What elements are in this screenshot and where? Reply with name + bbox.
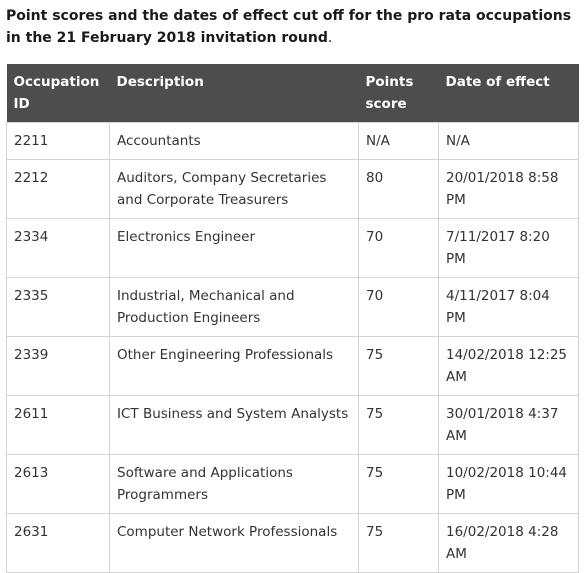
cell-points-score: 80 <box>358 159 439 219</box>
cell-description: Industrial, Mechanical and Production En… <box>109 277 359 337</box>
cell-points-score: 75 <box>358 395 439 455</box>
cell-occupation-id: 2613 <box>6 454 110 514</box>
table-row: 2211 Accountants N/A N/A <box>6 122 579 160</box>
table-row: 2212 Auditors, Company Secretaries and C… <box>6 159 579 219</box>
header-occupation-id: Occupation ID <box>6 64 110 123</box>
table-row: 2339 Other Engineering Professionals 75 … <box>6 336 579 396</box>
table-row: 2631 Computer Network Professionals 75 1… <box>6 513 579 573</box>
cell-points-score: 75 <box>358 454 439 514</box>
cell-description: Accountants <box>109 122 359 160</box>
occupations-table: Occupation ID Description Points score D… <box>6 64 579 573</box>
cell-date-of-effect: 16/02/2018 4:28 AM <box>438 513 579 573</box>
cell-description: Electronics Engineer <box>109 218 359 278</box>
caption-period: . <box>327 30 333 46</box>
table-row: 2611 ICT Business and System Analysts 75… <box>6 395 579 455</box>
cell-occupation-id: 2334 <box>6 218 110 278</box>
header-points-score: Points score <box>358 64 439 123</box>
cell-description: ICT Business and System Analysts <box>109 395 359 455</box>
cell-description: Software and Applications Programmers <box>109 454 359 514</box>
cell-date-of-effect: N/A <box>438 122 579 160</box>
table-header-row: Occupation ID Description Points score D… <box>6 64 579 123</box>
cell-description: Other Engineering Professionals <box>109 336 359 396</box>
table-row: 2335 Industrial, Mechanical and Producti… <box>6 277 579 337</box>
cell-date-of-effect: 20/01/2018 8:58 PM <box>438 159 579 219</box>
cell-date-of-effect: 30/01/2018 4:37 AM <box>438 395 579 455</box>
caption-text: Point scores and the dates of effect cut… <box>6 8 572 46</box>
cell-date-of-effect: 7/11/2017 8:20 PM <box>438 218 579 278</box>
cell-date-of-effect: 14/02/2018 12:25 AM <box>438 336 579 396</box>
cell-date-of-effect: 4/11/2017 8:04 PM <box>438 277 579 337</box>
cell-points-score: 70 <box>358 277 439 337</box>
cell-points-score: 75 <box>358 513 439 573</box>
cell-occupation-id: 2631 <box>6 513 110 573</box>
table-row: 2334 Electronics Engineer 70 7/11/2017 8… <box>6 218 579 278</box>
header-date-of-effect: Date of effect <box>438 64 579 123</box>
cell-occupation-id: 2212 <box>6 159 110 219</box>
cell-occupation-id: 2339 <box>6 336 110 396</box>
cell-description: Computer Network Professionals <box>109 513 359 573</box>
cell-points-score: 75 <box>358 336 439 396</box>
cell-date-of-effect: 10/02/2018 10:44 PM <box>438 454 579 514</box>
table-caption: Point scores and the dates of effect cut… <box>6 5 578 49</box>
header-description: Description <box>109 64 359 123</box>
cell-occupation-id: 2335 <box>6 277 110 337</box>
cell-description: Auditors, Company Secretaries and Corpor… <box>109 159 359 219</box>
cell-points-score: 70 <box>358 218 439 278</box>
table-row: 2613 Software and Applications Programme… <box>6 454 579 514</box>
cell-points-score: N/A <box>358 122 439 160</box>
cell-occupation-id: 2611 <box>6 395 110 455</box>
cell-occupation-id: 2211 <box>6 122 110 160</box>
